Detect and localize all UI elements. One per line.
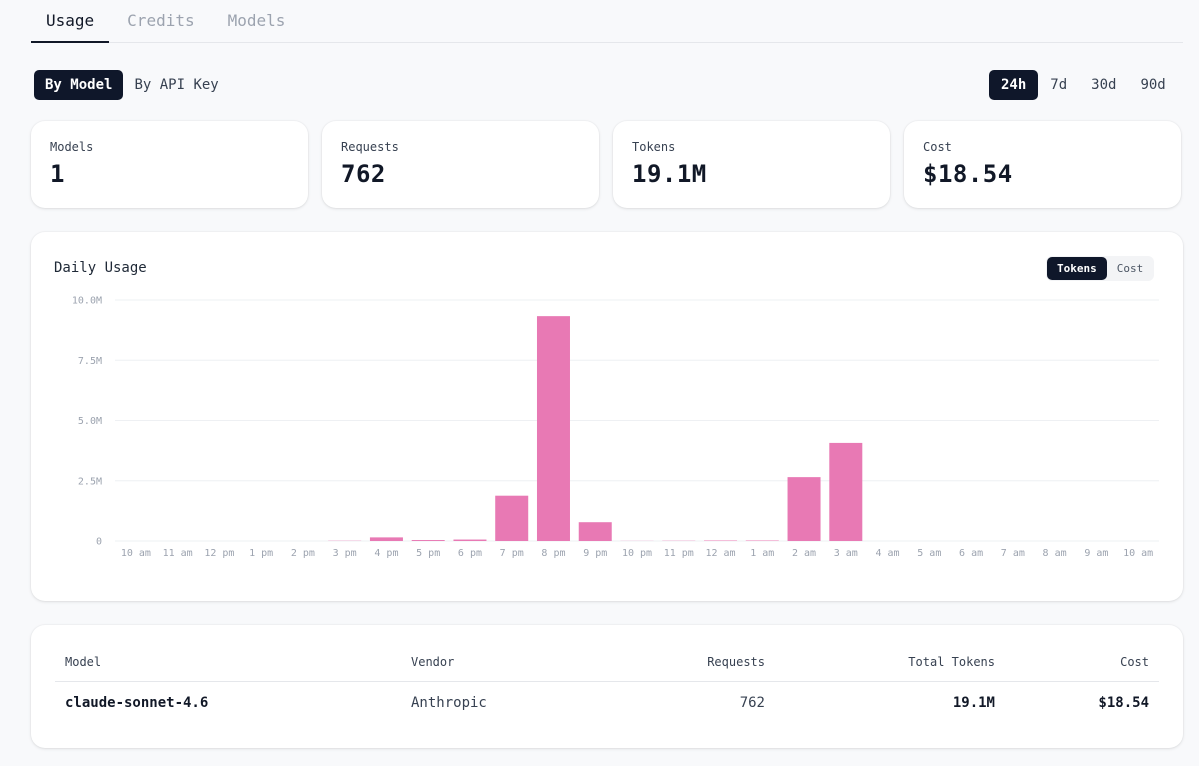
- metric-tokens-button[interactable]: Tokens: [1047, 257, 1107, 280]
- stat-value: 1: [50, 160, 65, 188]
- x-tick-label: 5 pm: [416, 548, 440, 559]
- x-tick-label: 4 am: [876, 548, 900, 559]
- x-tick-label: 1 am: [750, 548, 774, 559]
- x-tick-label: 5 am: [917, 548, 941, 559]
- bar-6-pm-8: [453, 539, 487, 541]
- x-tick-label: 8 am: [1043, 548, 1067, 559]
- header-cost[interactable]: Cost: [1120, 655, 1149, 669]
- x-tick-label: 12 pm: [204, 548, 234, 559]
- tab-models[interactable]: Models: [227, 11, 286, 30]
- stat-value: 19.1M: [632, 160, 707, 188]
- stat-card-tokens: Tokens 19.1M: [613, 121, 890, 208]
- bar-8-pm-10: [536, 316, 570, 541]
- x-tick-label: 11 am: [163, 548, 193, 559]
- header-model[interactable]: Model: [65, 655, 102, 669]
- y-tick-label: 0: [96, 537, 102, 548]
- stat-label: Requests: [341, 140, 399, 154]
- bar-9-pm-11: [578, 522, 612, 541]
- tab-usage[interactable]: Usage: [31, 0, 110, 43]
- chart-metric-toggle: Tokens Cost: [1046, 256, 1155, 281]
- by-api-key-button[interactable]: By API Key: [134, 77, 219, 93]
- row-model: claude-sonnet-4.6: [65, 695, 209, 711]
- x-tick-label: 10 am: [1123, 548, 1153, 559]
- row-cost: $18.54: [1098, 695, 1149, 711]
- x-tick-label: 7 am: [1001, 548, 1025, 559]
- metric-cost-button[interactable]: Cost: [1116, 262, 1144, 275]
- stat-value: $18.54: [923, 160, 1013, 188]
- tab-credits[interactable]: Credits: [127, 11, 195, 30]
- x-tick-label: 11 pm: [664, 548, 694, 559]
- y-tick-label: 7.5M: [78, 356, 102, 367]
- stat-value: 762: [341, 160, 386, 188]
- stat-label: Models: [50, 140, 94, 154]
- daily-usage-card: 0 2.5M 5.0M 7.5M 10.0M 10 am 11 am 12 pm 1 pm 2 p…: [31, 232, 1183, 601]
- range-30d-button[interactable]: 30d: [1091, 77, 1117, 93]
- x-tick-label: 10 pm: [622, 548, 652, 559]
- header-total-tokens[interactable]: Total Tokens: [908, 655, 995, 669]
- x-tick-label: 6 pm: [458, 548, 482, 559]
- bar-4-pm-6: [369, 537, 403, 541]
- y-tick-label: 5.0M: [78, 416, 102, 427]
- x-tick-label: 1 pm: [249, 548, 273, 559]
- y-tick-label: 10.0M: [72, 296, 102, 307]
- x-tick-label: 9 am: [1084, 548, 1108, 559]
- range-7d-button[interactable]: 7d: [1050, 77, 1068, 93]
- row-requests: 762: [739, 695, 765, 711]
- header-vendor[interactable]: Vendor: [411, 655, 455, 669]
- stat-label: Tokens: [632, 140, 676, 154]
- x-tick-label: 6 am: [959, 548, 983, 559]
- x-tick-label: 7 pm: [500, 548, 524, 559]
- table-header: Model Vendor Requests Total Tokens Cost: [55, 655, 1159, 682]
- bar-5-pm-7: [411, 540, 445, 541]
- header-requests[interactable]: Requests: [707, 655, 765, 669]
- stat-card-cost: Cost $18.54: [904, 121, 1181, 208]
- bar-7-pm-9: [495, 495, 529, 541]
- range-90d-button[interactable]: 90d: [1140, 77, 1166, 93]
- row-total-tokens: 19.1M: [952, 695, 995, 711]
- x-tick-label: 9 pm: [583, 548, 607, 559]
- y-tick-label: 2.5M: [78, 476, 102, 487]
- group-by-toggle: By Model By API Key: [34, 70, 230, 100]
- chart-title: Daily Usage: [54, 260, 147, 276]
- row-vendor: Anthropic: [411, 695, 487, 711]
- x-tick-label: 10 am: [121, 548, 151, 559]
- x-tick-label: 3 am: [834, 548, 858, 559]
- top-tabs: Usage Credits Models: [31, 0, 1183, 43]
- x-tick-label: 8 pm: [541, 548, 565, 559]
- stat-card-models: Models 1: [31, 121, 308, 208]
- x-tick-label: 2 am: [792, 548, 816, 559]
- by-model-button[interactable]: By Model: [34, 70, 124, 100]
- table-row[interactable]: claude-sonnet-4.6 Anthropic 762 19.1M $1…: [55, 695, 1159, 717]
- time-range-toggle: 24h 7d 30d 90d: [989, 70, 1178, 100]
- daily-usage-chart: 0 2.5M 5.0M 7.5M 10.0M 10 am 11 am 12 pm 1 pm 2 p…: [72, 296, 1159, 559]
- bar-3-am-17: [829, 442, 863, 541]
- stat-label: Cost: [923, 140, 952, 154]
- usage-table-card: Model Vendor Requests Total Tokens Cost …: [31, 625, 1183, 748]
- range-24h-button[interactable]: 24h: [989, 70, 1039, 100]
- stat-card-requests: Requests 762: [322, 121, 599, 208]
- x-tick-label: 3 pm: [333, 548, 357, 559]
- x-tick-label: 4 pm: [374, 548, 398, 559]
- bar-2-am-16: [787, 477, 821, 541]
- x-tick-label: 2 pm: [291, 548, 315, 559]
- x-tick-label: 12 am: [705, 548, 735, 559]
